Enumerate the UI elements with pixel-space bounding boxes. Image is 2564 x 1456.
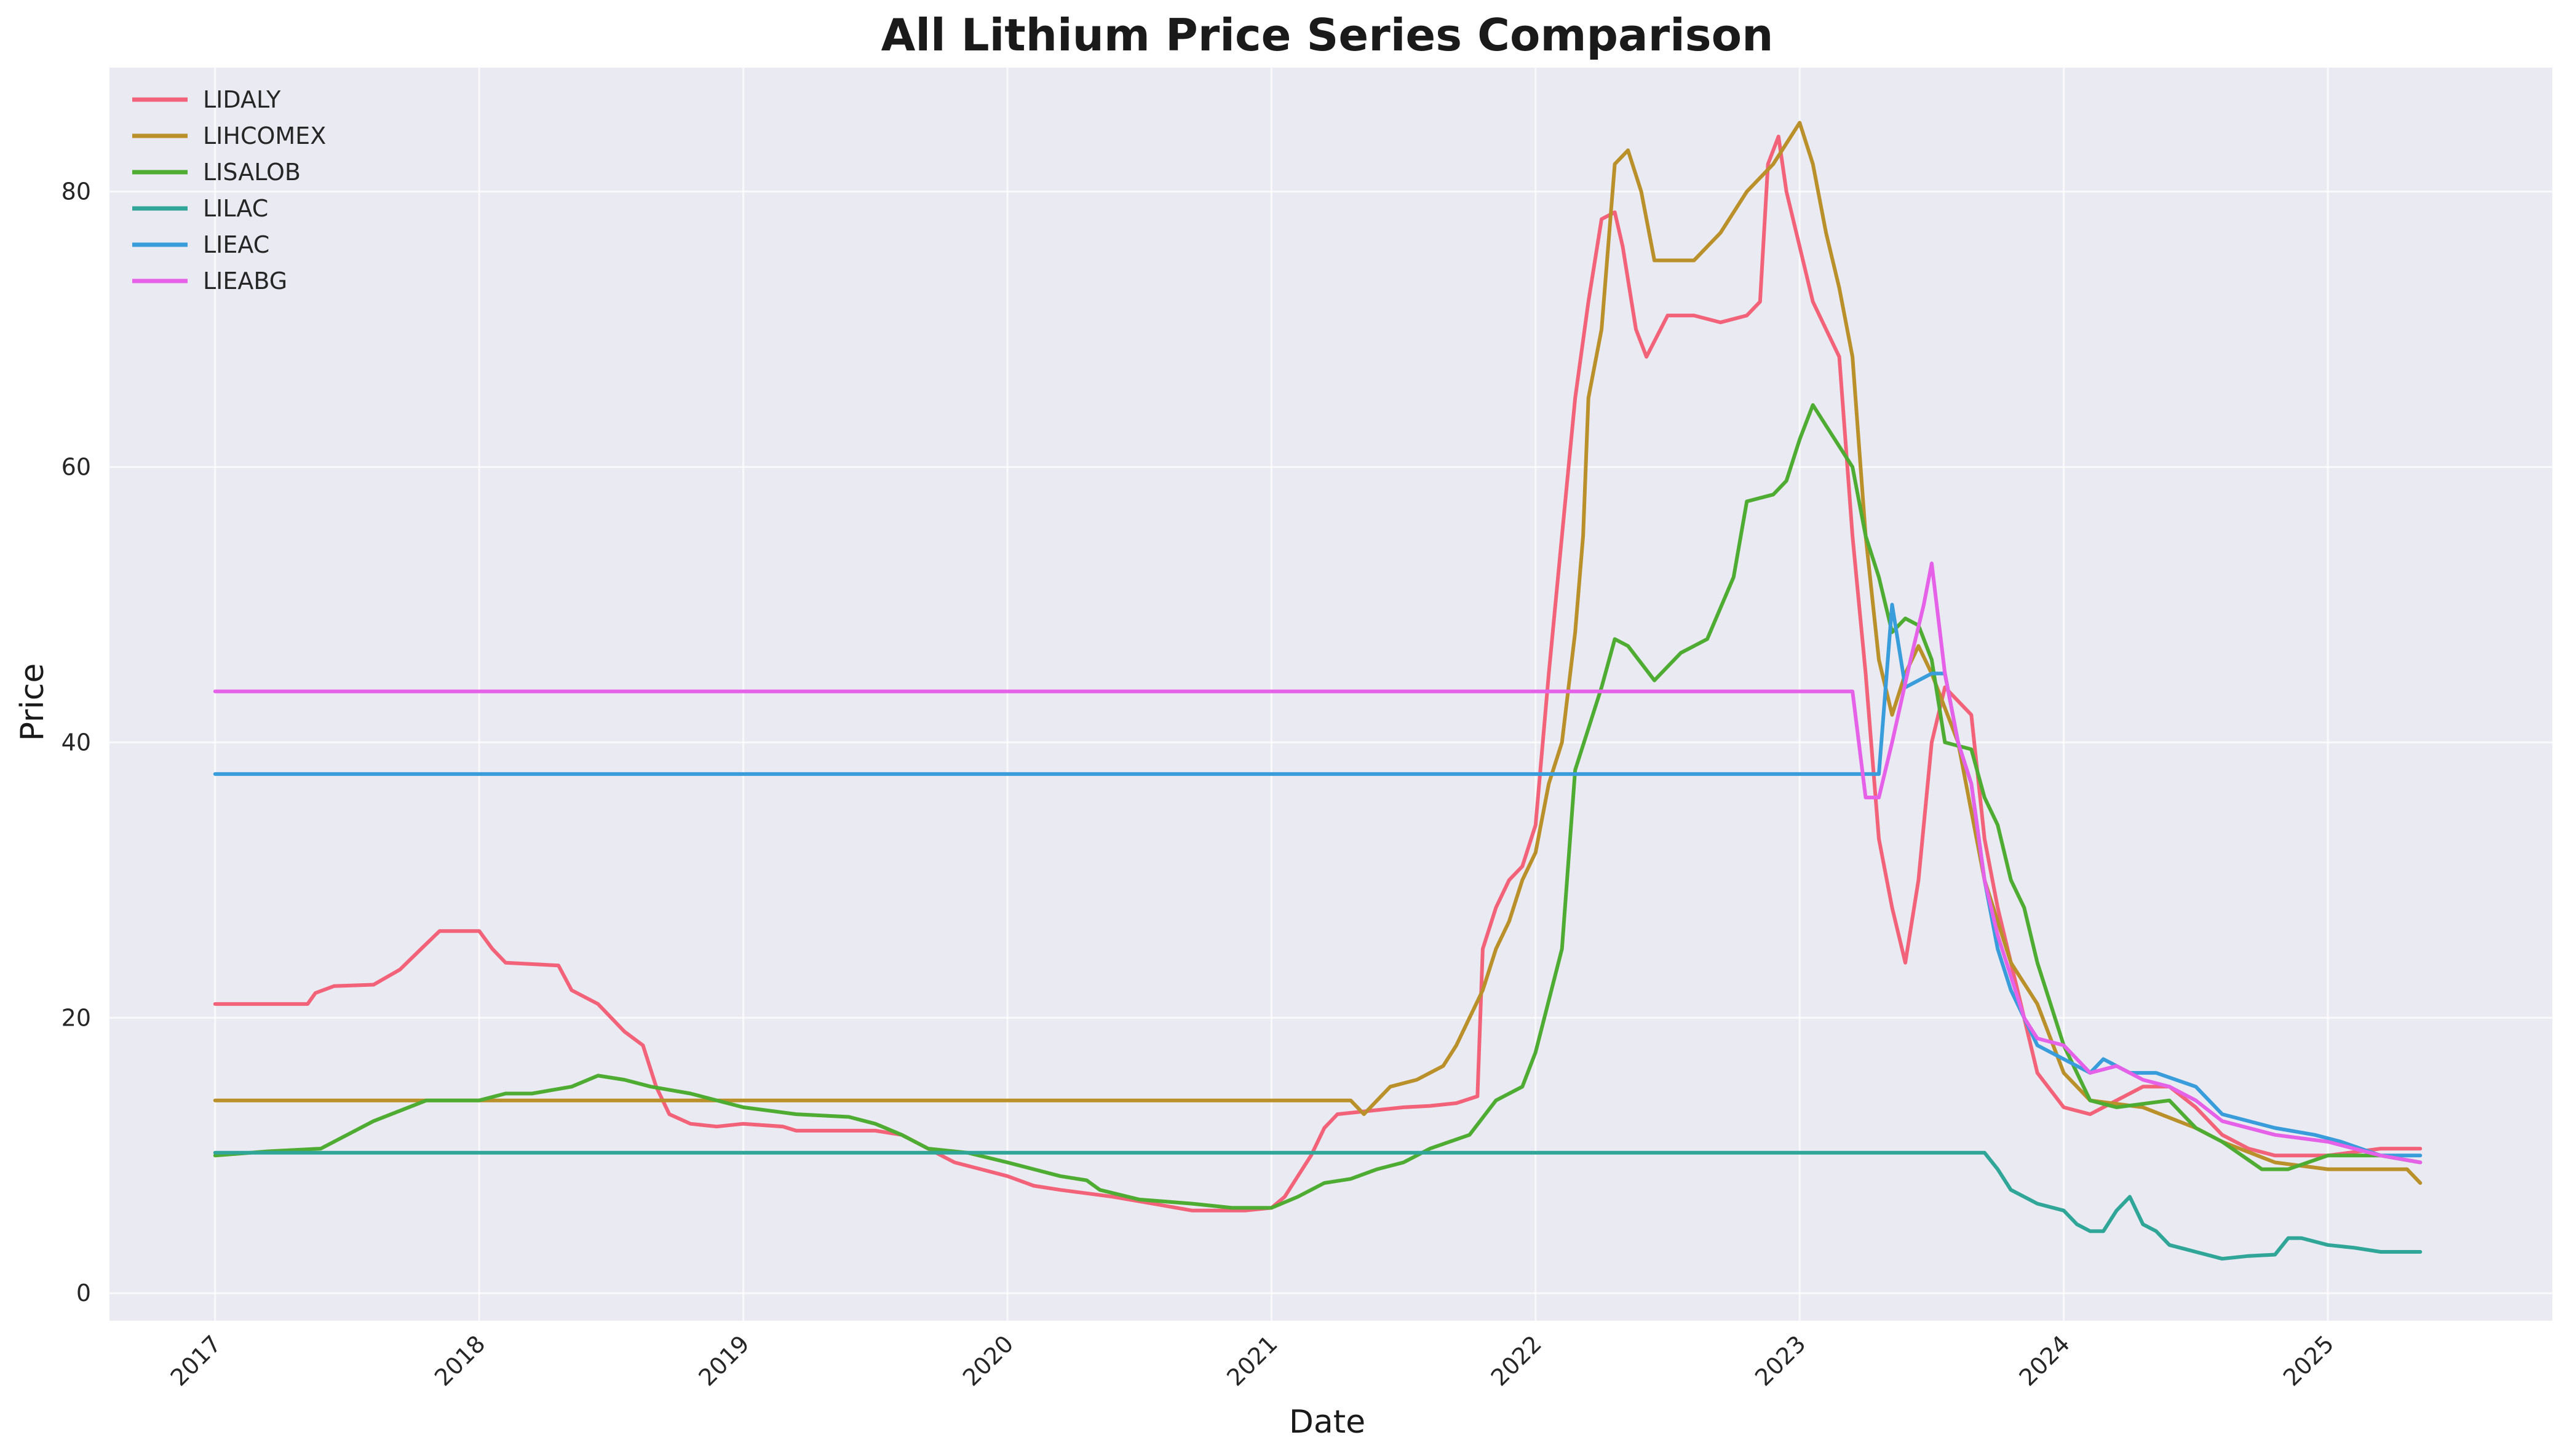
y-axis-label: Price xyxy=(14,663,51,742)
x-axis-label: Date xyxy=(1289,1404,1365,1441)
y-tick-label: 40 xyxy=(62,729,91,756)
legend-label-lidaly: LIDALY xyxy=(203,86,281,113)
y-tick-label: 60 xyxy=(62,453,91,480)
series-line-lilac xyxy=(213,1150,2423,1261)
legend-label-lieac: LIEAC xyxy=(203,231,269,258)
y-tick-label: 20 xyxy=(62,1004,91,1031)
legend-label-lieabg: LIEABG xyxy=(203,267,287,295)
series-line-lihcomex xyxy=(213,121,2423,1185)
legend-label-lilac: LILAC xyxy=(203,195,268,222)
legend: LIDALY LIHCOMEX LISALOB LILAC LIEAC LIEABG xyxy=(132,86,326,295)
grid xyxy=(109,68,2552,1321)
series-line-lieac xyxy=(213,603,2423,1158)
y-tick-label: 0 xyxy=(76,1280,91,1307)
legend-label-lihcomex: LIHCOMEX xyxy=(203,122,326,149)
chart-title: All Lithium Price Series Comparison xyxy=(881,9,1774,61)
legend-label-lisalob: LISALOB xyxy=(203,159,301,186)
series-line-lisalob xyxy=(213,403,2423,1210)
y-tick-label: 80 xyxy=(62,178,91,205)
series-line-lieabg xyxy=(213,561,2423,1165)
plot-area xyxy=(109,68,2552,1321)
series-line-lidaly xyxy=(213,135,2423,1213)
series-lines xyxy=(213,121,2423,1261)
